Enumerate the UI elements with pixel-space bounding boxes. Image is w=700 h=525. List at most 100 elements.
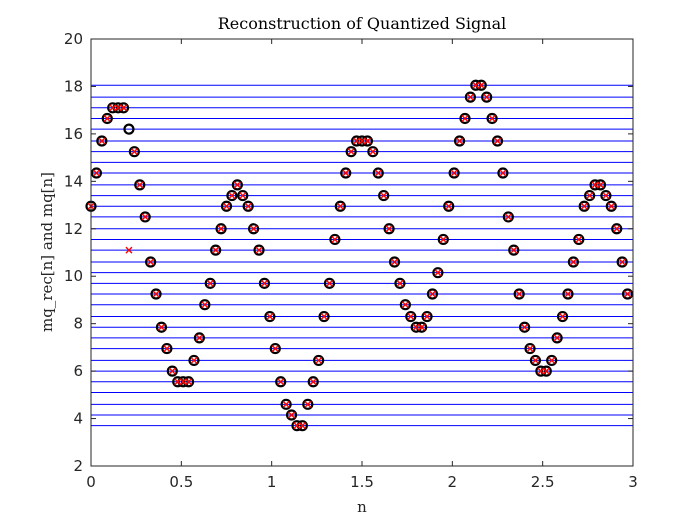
- circle-marker: [193, 332, 205, 344]
- circle-marker: [394, 277, 406, 289]
- cross-marker: [461, 114, 469, 122]
- cross-marker: [494, 137, 501, 145]
- cross-marker: [380, 192, 388, 200]
- cross-marker: [624, 290, 632, 298]
- x-tick-label: 0: [86, 473, 96, 491]
- cross-marker: [152, 290, 160, 298]
- cross-marker: [141, 213, 149, 221]
- x-tick-label: 2.5: [531, 473, 555, 491]
- cross-marker: [542, 367, 550, 375]
- y-tick-label: 2: [73, 457, 83, 475]
- cross-marker: [374, 169, 382, 177]
- circle-marker: [562, 288, 574, 300]
- circle-marker: [248, 223, 260, 235]
- circle-marker: [551, 332, 563, 344]
- cross-marker: [477, 81, 485, 89]
- circle-marker: [128, 146, 140, 158]
- cross-marker: [483, 93, 491, 101]
- y-tick-label: 4: [73, 410, 83, 428]
- cross-marker: [607, 202, 615, 210]
- circle-marker: [578, 200, 590, 212]
- circle-marker: [556, 310, 569, 323]
- cross-marker: [266, 313, 274, 321]
- cross-marker: [434, 269, 442, 277]
- circle-marker: [313, 354, 325, 367]
- cross-marker: [212, 246, 220, 254]
- circle-marker: [231, 179, 243, 191]
- x-tick-label: 1.5: [350, 473, 374, 491]
- cross-marker: [260, 279, 268, 287]
- cross-marker: [120, 104, 128, 112]
- circle-marker: [253, 244, 265, 256]
- circle-marker: [101, 112, 113, 125]
- circle-marker: [345, 146, 357, 158]
- cross-marker: [412, 323, 420, 331]
- cross-marker: [233, 181, 241, 189]
- circle-marker: [123, 123, 135, 135]
- circle-marker: [508, 244, 520, 256]
- cross-marker: [428, 290, 436, 298]
- cross-marker: [277, 378, 285, 386]
- circle-marker: [432, 267, 444, 279]
- cross-marker: [325, 279, 333, 287]
- circle-marker: [405, 310, 417, 323]
- circle-marker: [204, 277, 216, 289]
- cross-marker: [504, 213, 512, 221]
- circle-marker: [524, 342, 536, 355]
- circle-marker: [573, 233, 585, 246]
- y-tick-label: 8: [73, 315, 83, 333]
- circle-marker: [237, 189, 249, 202]
- circle-marker: [616, 256, 628, 268]
- circle-marker: [134, 179, 146, 191]
- x-tick-label: 3: [628, 473, 638, 491]
- circle-marker: [334, 200, 346, 212]
- cross-marker: [537, 367, 545, 375]
- cross-marker: [515, 290, 523, 298]
- cross-marker: [147, 258, 155, 266]
- circle-marker: [464, 91, 476, 103]
- circle-marker: [621, 288, 634, 300]
- cross-marker: [331, 235, 339, 243]
- y-tick-label: 20: [64, 30, 83, 48]
- circle-marker: [269, 342, 281, 355]
- cross-marker: [580, 202, 588, 210]
- circle-marker: [426, 288, 439, 300]
- cross-marker: [423, 313, 431, 321]
- circle-marker: [258, 277, 271, 289]
- cross-marker: [336, 202, 344, 210]
- circle-marker: [443, 200, 455, 212]
- cross-marker: [591, 181, 599, 189]
- cross-marker: [288, 411, 296, 419]
- cross-marker: [401, 301, 409, 309]
- x-axis-title: n: [357, 498, 367, 516]
- circle-marker: [567, 256, 579, 268]
- circle-marker: [166, 365, 178, 377]
- cross-marker: [174, 378, 182, 386]
- circle-marker: [546, 354, 558, 367]
- circle-marker: [150, 288, 162, 300]
- circle-marker: [372, 167, 384, 179]
- cross-marker: [407, 313, 415, 321]
- cross-marker: [445, 202, 453, 210]
- cross-marker: [439, 235, 447, 243]
- x-tick-label: 2: [448, 473, 458, 491]
- chart-title: Reconstruction of Quantized Signal: [218, 14, 507, 33]
- circle-marker: [600, 189, 612, 202]
- circle-marker: [388, 256, 401, 268]
- cross-marker: [391, 258, 399, 266]
- circle-marker: [90, 167, 103, 179]
- y-tick-label: 16: [64, 125, 83, 143]
- x-tick-label: 0.5: [169, 473, 193, 491]
- cross-marker: [575, 235, 583, 243]
- circle-marker: [161, 342, 173, 355]
- cross-marker: [418, 323, 426, 331]
- circle-marker: [329, 233, 341, 246]
- circle-marker: [529, 354, 542, 367]
- circle-marker: [518, 321, 531, 333]
- cross-marker: [602, 192, 610, 200]
- y-tick-label: 10: [64, 267, 83, 285]
- circle-marker: [220, 200, 233, 212]
- cross-marker: [298, 422, 306, 430]
- circle-marker: [486, 112, 498, 125]
